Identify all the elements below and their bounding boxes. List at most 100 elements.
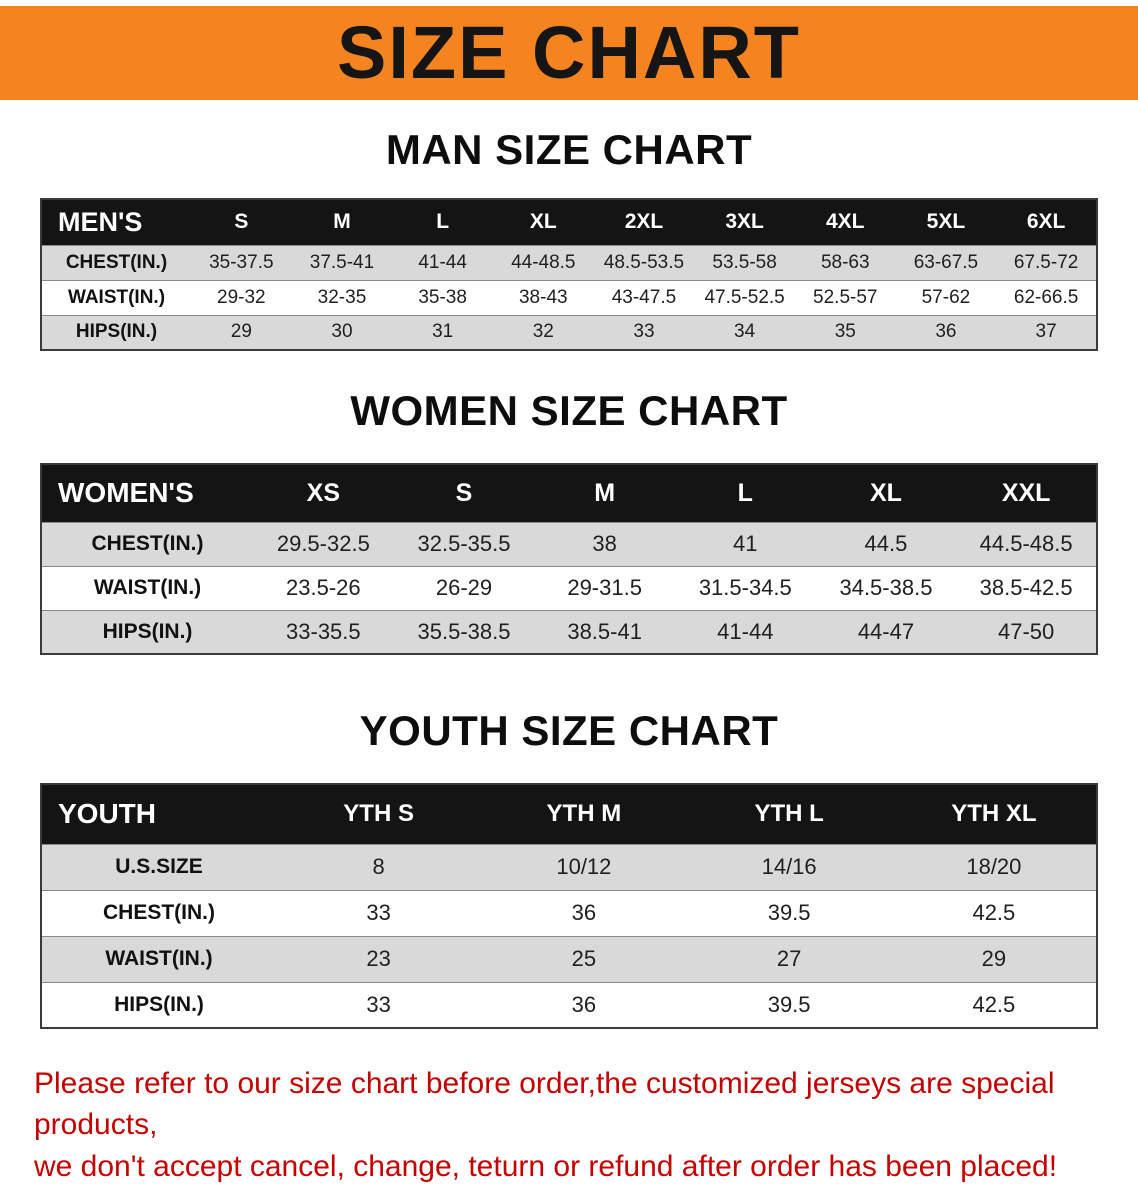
youth-size-table: YOUTH YTH S YTH M YTH L YTH XL U.S.SIZE 8 10/12… xyxy=(40,783,1098,1029)
cell-value: 32-35 xyxy=(291,279,393,316)
cell-value: 25 xyxy=(481,935,687,983)
table-row: CHEST(IN.) 33 36 39.5 42.5 xyxy=(41,889,1097,937)
cell-value: 47-50 xyxy=(956,609,1097,655)
size-column-header: L xyxy=(392,198,493,246)
cell-value: 34.5-38.5 xyxy=(815,565,957,611)
cell-value: 18/20 xyxy=(891,843,1097,891)
row-label: WAIST(IN.) xyxy=(41,935,276,983)
cell-value: 42.5 xyxy=(891,981,1097,1029)
cell-value: 41 xyxy=(674,521,816,567)
cell-value: 36 xyxy=(481,981,687,1029)
cell-value: 57-62 xyxy=(895,279,997,316)
men-section: MAN SIZE CHART MEN'S S M L XL 2XL 3XL 4XL 5XL 6XL… xyxy=(0,126,1138,351)
cell-value: 63-67.5 xyxy=(895,244,997,281)
cell-value: 38.5-42.5 xyxy=(956,565,1097,611)
cell-value: 30 xyxy=(291,314,393,351)
table-row: CHEST(IN.) 29.5-32.5 32.5-35.5 38 41 44.5 44.5… xyxy=(41,521,1097,567)
cell-value: 33 xyxy=(593,314,695,351)
table-row: HIPS(IN.) 29 30 31 32 33 34 35 36 37 xyxy=(41,314,1097,351)
table-row: WAIST(IN.) 29-32 32-35 35-38 38-43 43-47.5 47.… xyxy=(41,279,1097,316)
cell-value: 58-63 xyxy=(794,244,896,281)
row-label: U.S.SIZE xyxy=(41,843,276,891)
footer-note-line1: Please refer to our size chart before or… xyxy=(34,1067,1055,1142)
cell-value: 35-38 xyxy=(392,279,493,316)
women-size-table: WOMEN'S XS S M L XL XXL CHEST(IN.) 29.5-32.5 32.5… xyxy=(40,463,1098,655)
row-label: WAIST(IN.) xyxy=(41,279,191,316)
row-label: WAIST(IN.) xyxy=(41,565,253,611)
cell-value: 39.5 xyxy=(686,981,892,1029)
cell-value: 23 xyxy=(276,935,482,983)
cell-value: 33 xyxy=(276,981,482,1029)
row-label: CHEST(IN.) xyxy=(41,889,276,937)
size-column-header: S xyxy=(191,198,292,246)
cell-value: 23.5-26 xyxy=(253,565,394,611)
cell-value: 41-44 xyxy=(392,244,493,281)
women-section: WOMEN SIZE CHART WOMEN'S XS S M L XL XXL CHEST(… xyxy=(0,387,1138,655)
cell-value: 53.5-58 xyxy=(694,244,795,281)
cell-value: 37 xyxy=(996,314,1097,351)
women-section-heading: WOMEN SIZE CHART xyxy=(350,387,788,434)
size-column-header: XL xyxy=(815,463,957,523)
cell-value: 36 xyxy=(481,889,687,937)
cell-value: 26-29 xyxy=(393,565,535,611)
size-column-header: XXL xyxy=(956,463,1097,523)
table-row: WAIST(IN.) 23 25 27 29 xyxy=(41,935,1097,983)
cell-value: 8 xyxy=(276,843,482,891)
cell-value: 34 xyxy=(694,314,795,351)
cell-value: 32.5-35.5 xyxy=(393,521,535,567)
cell-value: 43-47.5 xyxy=(593,279,695,316)
size-column-header: YTH XL xyxy=(891,783,1097,845)
cell-value: 29 xyxy=(891,935,1097,983)
cell-value: 39.5 xyxy=(686,889,892,937)
table-row: WAIST(IN.) 23.5-26 26-29 29-31.5 31.5-34.5 34… xyxy=(41,565,1097,611)
size-column-header: 2XL xyxy=(593,198,695,246)
cell-value: 37.5-41 xyxy=(291,244,393,281)
youth-section-heading: YOUTH SIZE CHART xyxy=(359,707,779,754)
cell-value: 33-35.5 xyxy=(253,609,394,655)
size-column-header: 5XL xyxy=(895,198,997,246)
cell-value: 44.5 xyxy=(815,521,957,567)
men-section-heading: MAN SIZE CHART xyxy=(385,126,753,173)
size-column-header: 4XL xyxy=(794,198,896,246)
row-label: CHEST(IN.) xyxy=(41,521,253,567)
size-column-header: 6XL xyxy=(996,198,1097,246)
cell-value: 38 xyxy=(534,521,675,567)
banner-title: SIZE CHART xyxy=(337,11,801,94)
cell-value: 48.5-53.5 xyxy=(593,244,695,281)
footer-note: Please refer to our size chart before or… xyxy=(0,1063,1138,1187)
cell-value: 35-37.5 xyxy=(191,244,292,281)
table-corner-label: MEN'S xyxy=(41,198,191,246)
table-corner-label: YOUTH xyxy=(41,783,276,845)
size-column-header: M xyxy=(291,198,393,246)
cell-value: 47.5-52.5 xyxy=(694,279,795,316)
cell-value: 44-47 xyxy=(815,609,957,655)
cell-value: 31.5-34.5 xyxy=(674,565,816,611)
size-column-header: XS xyxy=(253,463,394,523)
cell-value: 38.5-41 xyxy=(534,609,675,655)
table-row: HIPS(IN.) 33 36 39.5 42.5 xyxy=(41,981,1097,1029)
cell-value: 29 xyxy=(191,314,292,351)
table-row: U.S.SIZE 8 10/12 14/16 18/20 xyxy=(41,843,1097,891)
size-column-header: YTH L xyxy=(686,783,892,845)
size-chart-banner: SIZE CHART xyxy=(0,6,1138,100)
table-row: CHEST(IN.) 35-37.5 37.5-41 41-44 44-48.5 48.5… xyxy=(41,244,1097,281)
row-label: HIPS(IN.) xyxy=(41,314,191,351)
row-label: HIPS(IN.) xyxy=(41,609,253,655)
youth-section: YOUTH SIZE CHART YOUTH YTH S YTH M YTH L YTH… xyxy=(0,707,1138,1029)
size-column-header: 3XL xyxy=(694,198,795,246)
cell-value: 33 xyxy=(276,889,482,937)
table-row: HIPS(IN.) 33-35.5 35.5-38.5 38.5-41 41-44 44-… xyxy=(41,609,1097,655)
men-size-table: MEN'S S M L XL 2XL 3XL 4XL 5XL 6XL CHEST(IN.) 35-37… xyxy=(40,198,1098,351)
size-column-header: XL xyxy=(492,198,594,246)
cell-value: 38-43 xyxy=(492,279,594,316)
row-label: HIPS(IN.) xyxy=(41,981,276,1029)
cell-value: 10/12 xyxy=(481,843,687,891)
cell-value: 29-31.5 xyxy=(534,565,675,611)
cell-value: 44.5-48.5 xyxy=(956,521,1097,567)
size-column-header: L xyxy=(674,463,816,523)
cell-value: 27 xyxy=(686,935,892,983)
cell-value: 29-32 xyxy=(191,279,292,316)
cell-value: 29.5-32.5 xyxy=(253,521,394,567)
cell-value: 35 xyxy=(794,314,896,351)
cell-value: 35.5-38.5 xyxy=(393,609,535,655)
